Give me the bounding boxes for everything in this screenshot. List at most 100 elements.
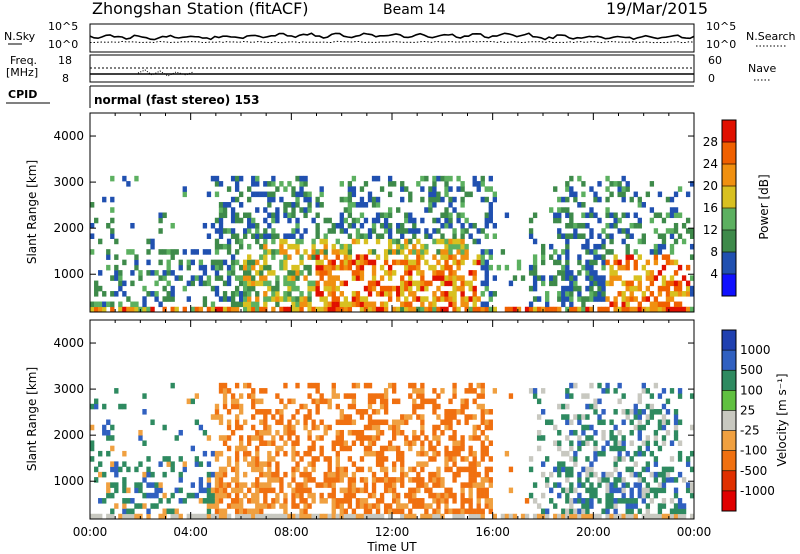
range-gate-cell — [456, 249, 461, 255]
range-gate-cell — [247, 498, 252, 504]
range-gate-cell — [484, 445, 489, 452]
range-gate-cell — [464, 296, 469, 302]
range-gate-cell — [665, 466, 671, 473]
range-gate-cell — [335, 222, 340, 229]
range-gate-cell — [565, 487, 570, 494]
range-gate-cell — [343, 259, 349, 266]
range-gate-cell — [230, 259, 236, 266]
range-gate-cell — [528, 270, 534, 276]
range-gate-cell — [585, 212, 590, 219]
range-gate-cell — [331, 222, 336, 229]
range-gate-cell — [90, 403, 95, 410]
range-gate-cell — [633, 461, 638, 467]
range-gate-cell — [424, 285, 429, 292]
range-gate-cell — [400, 243, 405, 250]
range-gate-cell — [339, 196, 344, 203]
range-gate-cell — [468, 508, 473, 515]
range-gate-cell — [476, 461, 481, 467]
range-gate-cell — [295, 461, 300, 467]
range-gate-cell — [637, 280, 642, 287]
range-gate-cell — [230, 477, 236, 483]
range-gate-cell — [206, 471, 212, 478]
range-gate-cell — [420, 249, 425, 255]
range-gate-cell — [351, 222, 357, 229]
range-gate-cell — [243, 482, 248, 488]
range-gate-cell — [206, 435, 212, 441]
range-gate-cell — [444, 445, 449, 452]
range-gate-cell — [504, 212, 510, 219]
range-gate-cell — [557, 228, 562, 234]
range-gate-cell — [460, 398, 465, 405]
range-gate-cell — [565, 419, 570, 426]
range-gate-cell — [339, 445, 344, 452]
range-gate-cell — [480, 249, 485, 255]
range-gate-cell — [255, 513, 260, 520]
range-gate-cell — [335, 471, 340, 478]
range-gate-cell — [440, 275, 445, 281]
range-gate-cell — [303, 403, 308, 410]
range-gate-cell — [214, 482, 220, 488]
time-tick-label: 12:00 — [375, 525, 410, 539]
range-gate-cell — [255, 498, 260, 504]
range-gate-cell — [319, 482, 324, 488]
range-gate-cell — [621, 445, 626, 452]
range-gate-cell — [440, 280, 445, 287]
range-gate-cell — [339, 301, 344, 308]
range-gate-cell — [359, 498, 365, 504]
range-gate-cell — [549, 243, 554, 250]
range-gate-cell — [247, 254, 252, 260]
range-gate-cell — [625, 280, 630, 287]
range-gate-cell — [468, 477, 473, 483]
range-gate-cell — [412, 503, 417, 509]
range-gate-cell — [573, 285, 578, 292]
range-gate-cell — [661, 388, 667, 394]
range-gate-cell — [681, 513, 687, 520]
range-gate-cell — [569, 419, 574, 426]
range-gate-cell — [673, 285, 679, 292]
range-gate-cell — [577, 513, 582, 520]
range-gate-cell — [98, 498, 103, 504]
range-gate-cell — [238, 264, 244, 271]
range-gate-cell — [557, 492, 562, 499]
range-gate-cell — [126, 181, 131, 187]
range-gate-cell — [178, 275, 183, 281]
range-gate-cell — [396, 419, 401, 426]
range-gate-cell — [432, 191, 437, 198]
range-gate-cell — [488, 440, 493, 446]
range-gate-cell — [408, 508, 413, 515]
range-gate-cell — [424, 243, 429, 250]
range-gate-cell — [291, 477, 296, 483]
range-gate-cell — [359, 264, 365, 271]
range-gate-cell — [210, 264, 216, 271]
range-gate-cell — [383, 419, 389, 426]
range-gate-cell — [456, 212, 461, 219]
velocity-colorbar-label: Velocity [m s⁻¹] — [775, 373, 789, 466]
range-gate-cell — [271, 285, 276, 292]
range-gate-cell — [625, 414, 630, 420]
range-gate-cell — [553, 513, 558, 520]
range-gate-cell — [275, 301, 280, 308]
range-gate-cell — [287, 202, 292, 208]
range-gate-cell — [166, 461, 171, 467]
range-gate-cell — [295, 243, 300, 250]
range-gate-cell — [311, 254, 316, 260]
range-gate-cell — [416, 296, 421, 302]
range-gate-cell — [158, 461, 163, 467]
range-gate-cell — [508, 306, 514, 313]
range-gate-cell — [629, 419, 634, 426]
range-gate-cell — [251, 498, 256, 504]
range-gate-cell — [359, 222, 365, 229]
range-gate-cell — [649, 403, 655, 410]
range-gate-cell — [106, 264, 111, 271]
colorbar-tick-label: -100 — [740, 444, 767, 458]
range-gate-cell — [375, 175, 381, 182]
range-gate-cell — [347, 414, 353, 420]
range-gate-cell — [291, 270, 296, 276]
range-gate-cell — [404, 254, 409, 260]
range-gate-cell — [408, 238, 413, 245]
range-gate-cell — [307, 492, 312, 499]
range-gate-cell — [540, 508, 546, 515]
range-gate-cell — [170, 254, 175, 260]
range-gate-cell — [359, 233, 365, 239]
range-gate-cell — [174, 306, 179, 313]
